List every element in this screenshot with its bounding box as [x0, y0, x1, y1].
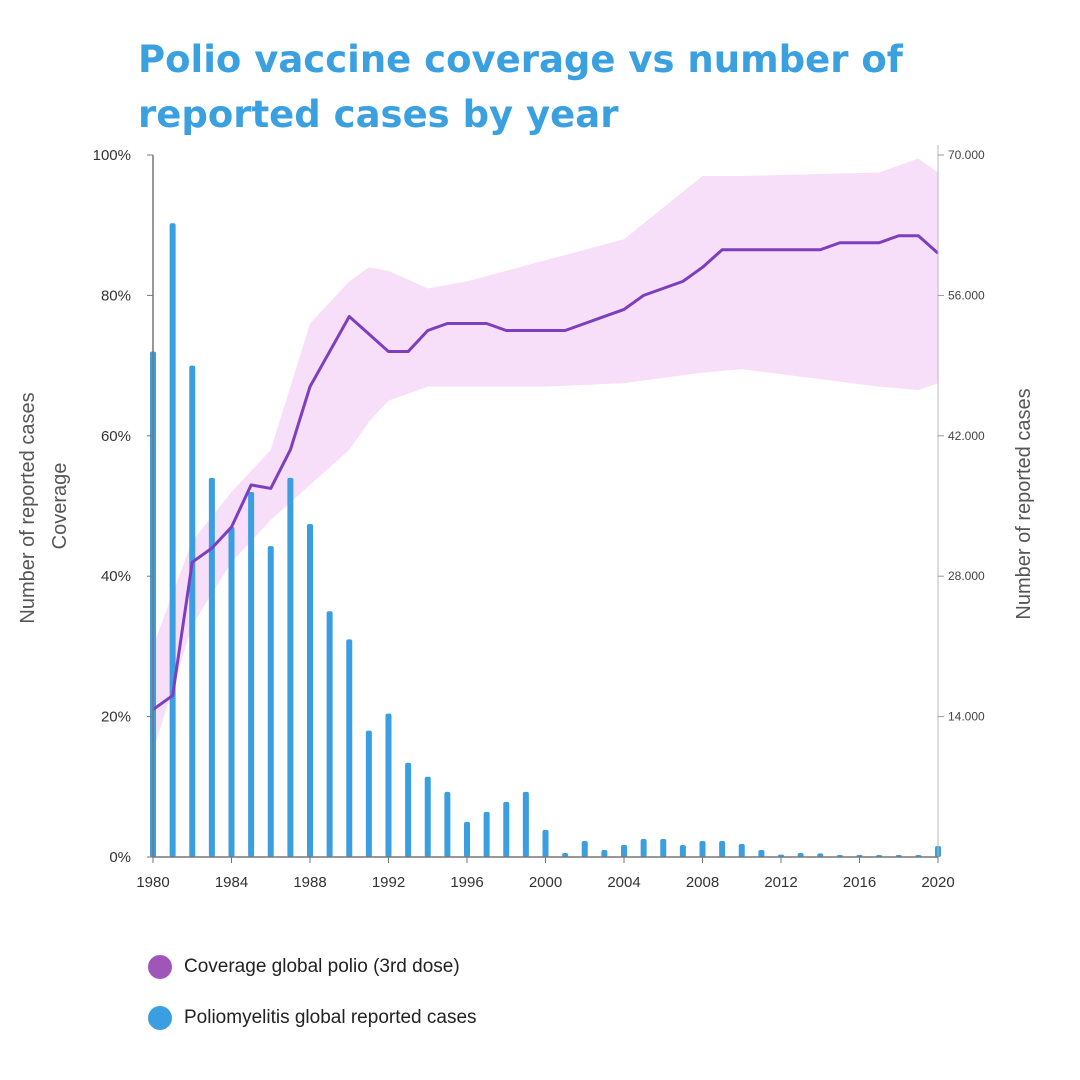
tick-labels-group: 0% 20% 40% 60% 80% 100% 14.000 28.000 42.000 56.0… [93, 147, 985, 891]
x-tick-label-2012: 2012 [764, 874, 797, 891]
x-tick-label-2000: 2000 [529, 874, 562, 891]
cases-bar-1988 [307, 524, 313, 857]
coverage-legend-dot [148, 955, 172, 979]
right-axis-title: Number of reported cases [1013, 388, 1035, 619]
cases-bar-1981 [169, 223, 176, 858]
cases-bar-1985 [248, 491, 255, 857]
left-axis-title-line2: Coverage [49, 463, 71, 550]
cases-bar-1992 [385, 713, 392, 857]
cases-bar-1989 [326, 611, 333, 857]
x-tick-label-1980: 1980 [136, 874, 169, 891]
left-tick-label-20: 20% [101, 709, 131, 726]
cases-bar-1983 [208, 477, 215, 857]
cases-bar-2010 [738, 843, 745, 857]
cases-bar-1994 [424, 776, 431, 857]
right-tick-label-14000: 14.000 [948, 710, 985, 724]
coverage-line [152, 234, 939, 711]
axes-group [147, 145, 944, 863]
x-tick-label-2016: 2016 [843, 874, 876, 891]
coverage-legend-label: Coverage global polio (3rd dose) [184, 956, 460, 977]
x-tick-label-1984: 1984 [215, 874, 248, 891]
cases-bar-1991 [365, 730, 372, 857]
cases-bar-1986 [267, 546, 274, 857]
right-tick-label-28000: 28.000 [948, 569, 985, 583]
cases-bar-1987 [287, 477, 294, 857]
chart-title: Polio vaccine coverage vs number of repo… [138, 38, 903, 136]
cases-bar-1999 [522, 791, 529, 857]
right-tick-label-70000: 70.000 [948, 148, 985, 162]
legend-item-cases: Poliomyelitis global reported cases [148, 1006, 477, 1030]
cases-legend-dot [148, 1006, 172, 1030]
legend-item-coverage: Coverage global polio (3rd dose) [148, 955, 460, 979]
cases-bar-2009 [719, 840, 726, 857]
cases-bar-2007 [679, 844, 686, 857]
right-tick-label-56000: 56.000 [948, 288, 985, 302]
cases-bar-2005 [640, 838, 647, 857]
coverage-range-band [153, 158, 938, 752]
left-tick-label-60: 60% [101, 428, 131, 445]
cases-bar-1990 [346, 639, 353, 857]
cases-legend-label: Poliomyelitis global reported cases [184, 1007, 477, 1028]
cases-bar-1997 [483, 811, 490, 857]
cases-bars-group [150, 223, 941, 858]
cases-bar-2000 [542, 829, 549, 857]
x-tick-label-2008: 2008 [686, 874, 719, 891]
cases-bar-1998 [503, 801, 510, 857]
left-tick-label-100: 100% [93, 147, 131, 164]
cases-bar-1995 [444, 791, 451, 857]
left-axis-title-line1: Number of reported cases [17, 392, 39, 623]
coverage-line-group [152, 234, 939, 711]
cases-bar-2006 [660, 838, 667, 857]
x-tick-label-1992: 1992 [372, 874, 405, 891]
cases-bar-2004 [621, 844, 627, 857]
cases-bar-2002 [581, 840, 588, 857]
cases-bar-2008 [699, 840, 706, 857]
x-tick-label-2020: 2020 [921, 874, 954, 891]
cases-bar-1996 [464, 821, 470, 857]
left-tick-label-80: 80% [101, 287, 131, 304]
x-tick-label-1988: 1988 [293, 874, 326, 891]
x-tick-label-2004: 2004 [607, 874, 640, 891]
cases-bar-2001 [562, 852, 569, 857]
left-tick-label-40: 40% [101, 568, 131, 585]
right-tick-label-42000: 42.000 [948, 429, 985, 443]
left-tick-label-0: 0% [109, 849, 131, 866]
cases-bar-1984 [228, 527, 235, 857]
cases-bar-1982 [189, 365, 196, 857]
coverage-band-group [153, 158, 938, 752]
cases-bar-2014 [817, 853, 824, 857]
x-tick-label-1996: 1996 [450, 874, 483, 891]
cases-bar-2013 [797, 852, 804, 857]
cases-bar-2011 [758, 849, 765, 857]
cases-bar-2003 [601, 849, 608, 857]
cases-bar-1993 [405, 762, 412, 857]
